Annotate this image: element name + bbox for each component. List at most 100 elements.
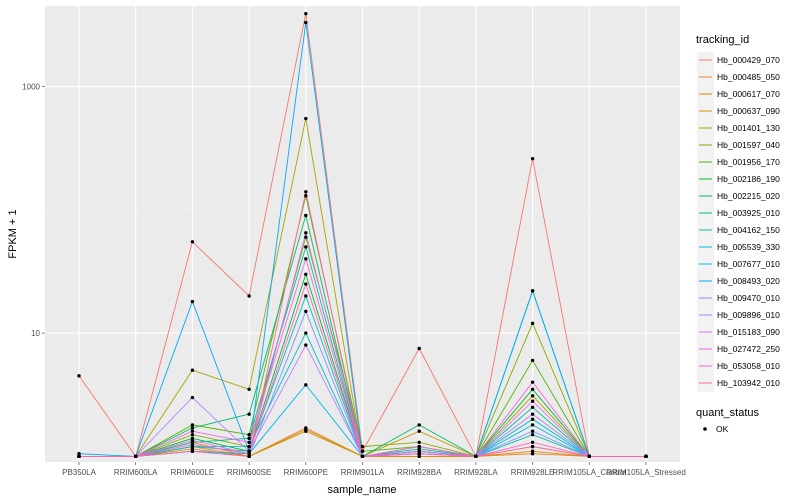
data-point bbox=[304, 231, 308, 235]
data-point bbox=[360, 449, 365, 453]
data-point bbox=[530, 289, 535, 293]
x-tick-label: RRIM600LA bbox=[114, 468, 158, 477]
data-point bbox=[417, 444, 421, 449]
data-point bbox=[247, 440, 251, 445]
x-tick-label: RRIM105LA_Stressed bbox=[606, 468, 686, 477]
legend-label: Hb_008493_020 bbox=[717, 276, 780, 286]
data-point bbox=[77, 452, 81, 456]
data-point bbox=[247, 294, 251, 298]
legend-label: Hb_009896_010 bbox=[717, 310, 780, 320]
legend-label: Hb_003925_010 bbox=[717, 208, 780, 218]
data-point bbox=[190, 395, 195, 400]
grid-major bbox=[45, 6, 680, 462]
data-point bbox=[417, 346, 421, 351]
y-axis-title: FPKM + 1 bbox=[7, 209, 19, 258]
data-point bbox=[530, 321, 535, 326]
data-point bbox=[530, 432, 535, 437]
data-point bbox=[530, 452, 535, 456]
data-point bbox=[190, 449, 195, 453]
x-tick-label: RRIM600SE bbox=[227, 468, 271, 477]
legend-label: Hb_000485_050 bbox=[717, 72, 780, 82]
x-tick-label: RRIM928BA bbox=[397, 468, 442, 477]
data-point bbox=[247, 412, 251, 416]
data-point bbox=[530, 423, 535, 427]
x-axis: PB350LA RRIM600LA RRIM600LE RRIM600SE RRIM60… bbox=[62, 462, 686, 477]
data-point bbox=[587, 454, 591, 459]
data-point bbox=[474, 454, 478, 459]
data-point bbox=[247, 436, 251, 441]
data-point bbox=[417, 423, 421, 427]
data-point bbox=[247, 449, 251, 453]
data-point bbox=[304, 213, 308, 218]
data-point bbox=[77, 454, 81, 459]
data-point bbox=[530, 449, 535, 453]
x-tick-label: RRIM600PE bbox=[284, 468, 328, 477]
legend-label: Hb_001401_130 bbox=[717, 123, 780, 133]
data-point bbox=[190, 438, 195, 442]
data-point bbox=[304, 116, 308, 121]
status-legend-title: quant_status bbox=[696, 407, 759, 419]
data-point bbox=[304, 282, 308, 286]
data-point bbox=[304, 245, 308, 249]
legend-label: Hb_103942_010 bbox=[717, 378, 780, 388]
legend-label: Hb_002186_190 bbox=[717, 174, 780, 184]
data-point bbox=[247, 387, 251, 391]
legend-label: Hb_005539_330 bbox=[717, 242, 780, 252]
data-point bbox=[247, 444, 251, 449]
legend-label: Hb_001597_040 bbox=[717, 140, 780, 150]
legend-title: tracking_id bbox=[696, 34, 749, 46]
data-point bbox=[190, 423, 195, 427]
data-point bbox=[304, 20, 308, 25]
data-point bbox=[530, 358, 535, 363]
data-point bbox=[304, 190, 308, 194]
x-tick-label: RRIM928LA bbox=[454, 468, 498, 477]
data-point bbox=[190, 299, 195, 304]
data-point bbox=[530, 417, 535, 421]
legend-label: Hb_007677_010 bbox=[717, 259, 780, 269]
data-point bbox=[190, 240, 195, 244]
y-axis: 10 1000 bbox=[22, 83, 45, 338]
data-point bbox=[417, 440, 421, 445]
data-point bbox=[190, 442, 195, 447]
data-point bbox=[530, 156, 535, 161]
data-point bbox=[304, 331, 308, 335]
status-legend-key bbox=[703, 427, 707, 431]
data-point bbox=[530, 380, 535, 384]
data-point bbox=[644, 454, 648, 459]
data-point bbox=[190, 368, 195, 372]
data-point bbox=[247, 454, 251, 459]
legend-label: Hb_027472_250 bbox=[717, 344, 780, 354]
legend-label: Hb_001956_170 bbox=[717, 157, 780, 167]
data-point bbox=[530, 387, 535, 391]
data-point bbox=[304, 194, 308, 198]
data-point bbox=[77, 374, 81, 378]
data-point bbox=[417, 429, 421, 433]
legend-label: Hb_000429_070 bbox=[717, 55, 780, 65]
legend-label: Hb_053058_010 bbox=[717, 361, 780, 371]
data-point bbox=[304, 383, 308, 387]
legend: tracking_id Hb_000429_070Hb_000485_050Hb… bbox=[696, 34, 780, 434]
data-point bbox=[190, 432, 195, 437]
data-point bbox=[417, 449, 421, 453]
data-point bbox=[530, 405, 535, 410]
legend-label: Hb_000637_090 bbox=[717, 106, 780, 116]
data-point bbox=[530, 444, 535, 449]
data-point bbox=[304, 294, 308, 298]
data-point bbox=[530, 440, 535, 445]
data-point bbox=[530, 429, 535, 433]
data-point bbox=[304, 257, 308, 261]
legend-items: Hb_000429_070 Hb_000485_050 Hb_000617_070 H… bbox=[697, 52, 780, 392]
data-point bbox=[247, 432, 251, 437]
legend-label: Hb_015183_090 bbox=[717, 327, 780, 337]
data-point bbox=[190, 429, 195, 433]
data-point bbox=[530, 394, 535, 398]
data-point bbox=[190, 426, 195, 430]
data-point bbox=[304, 272, 308, 276]
legend-label: Hb_000617_070 bbox=[717, 89, 780, 99]
data-point bbox=[417, 454, 421, 459]
data-point bbox=[417, 452, 421, 456]
data-point bbox=[360, 444, 365, 449]
x-tick-label: PB350LA bbox=[62, 468, 96, 477]
data-point bbox=[304, 235, 308, 239]
